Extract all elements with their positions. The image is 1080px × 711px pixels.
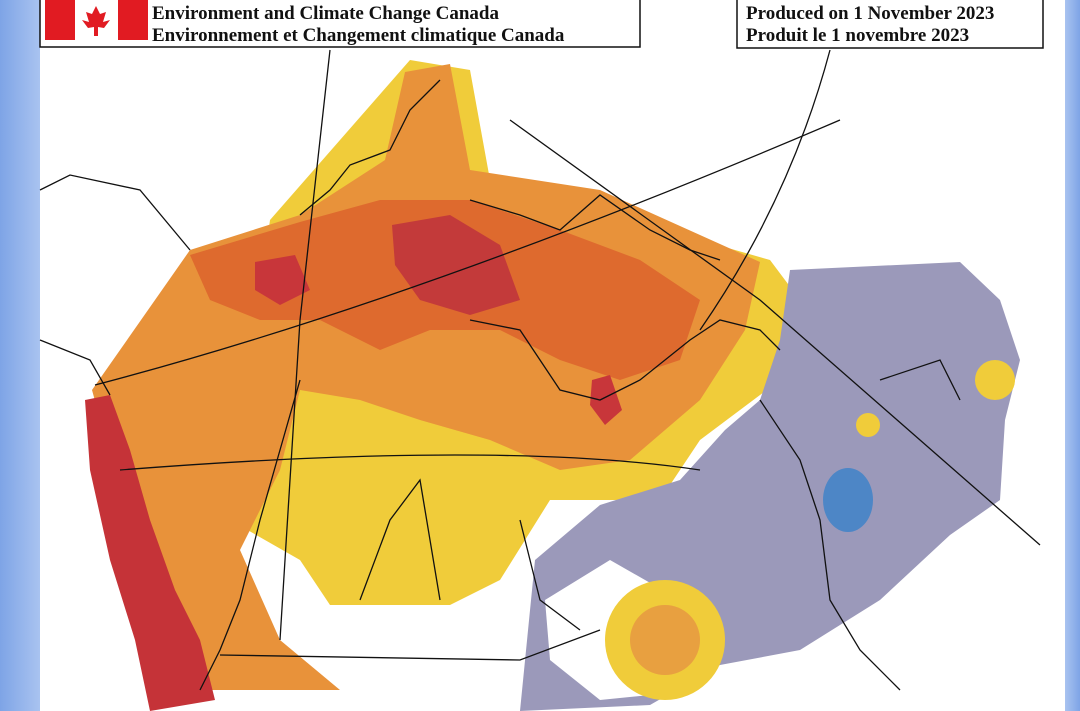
yellow-area — [975, 360, 1015, 400]
coastline — [39, 174, 191, 396]
coastline — [299, 79, 721, 261]
maple-leaf — [82, 6, 110, 36]
yellow-area — [856, 413, 880, 437]
date-box — [736, 0, 1044, 49]
red-area — [590, 375, 622, 425]
flag-bar — [45, 0, 75, 40]
agency-name-fr: Environnement et Changement climatique C… — [152, 25, 565, 46]
header-right: Produced on 1 November 2023 Produit le 1… — [736, 0, 1044, 49]
flag-bar — [118, 0, 148, 40]
boundaries — [39, 49, 1041, 691]
blue-area — [823, 468, 873, 532]
coastline — [759, 359, 961, 691]
red-area — [392, 215, 520, 315]
border — [219, 629, 601, 661]
anomaly-areas — [85, 60, 1020, 711]
graticule — [699, 49, 831, 331]
produced-en: Produced on 1 November 2023 — [746, 3, 994, 24]
red-coast-area — [85, 395, 215, 711]
border — [199, 379, 581, 691]
coastline — [469, 319, 781, 401]
produced-fr: Produit le 1 novembre 2023 — [746, 25, 969, 46]
header-left: Environment and Climate Change Canada En… — [39, 0, 641, 48]
graticule — [94, 119, 841, 386]
orange-area — [630, 605, 700, 675]
graticule — [119, 454, 701, 471]
red-area — [255, 255, 310, 305]
agency-name-en: Environment and Climate Change Canada — [152, 3, 499, 24]
graticule — [509, 119, 1041, 546]
graticule — [279, 49, 331, 641]
